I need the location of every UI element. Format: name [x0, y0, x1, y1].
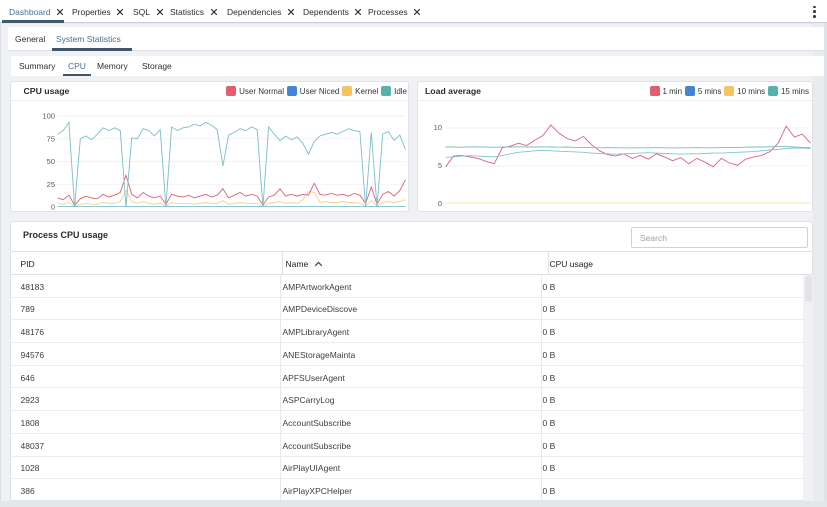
svg-text:5: 5: [438, 161, 442, 170]
svg-text:50: 50: [47, 157, 55, 166]
svg-text:0: 0: [438, 199, 442, 208]
svg-text:0: 0: [51, 203, 55, 212]
svg-text:25: 25: [47, 180, 55, 189]
svg-text:75: 75: [47, 134, 55, 143]
svg-text:100: 100: [42, 112, 55, 121]
svg-text:10: 10: [434, 123, 442, 132]
